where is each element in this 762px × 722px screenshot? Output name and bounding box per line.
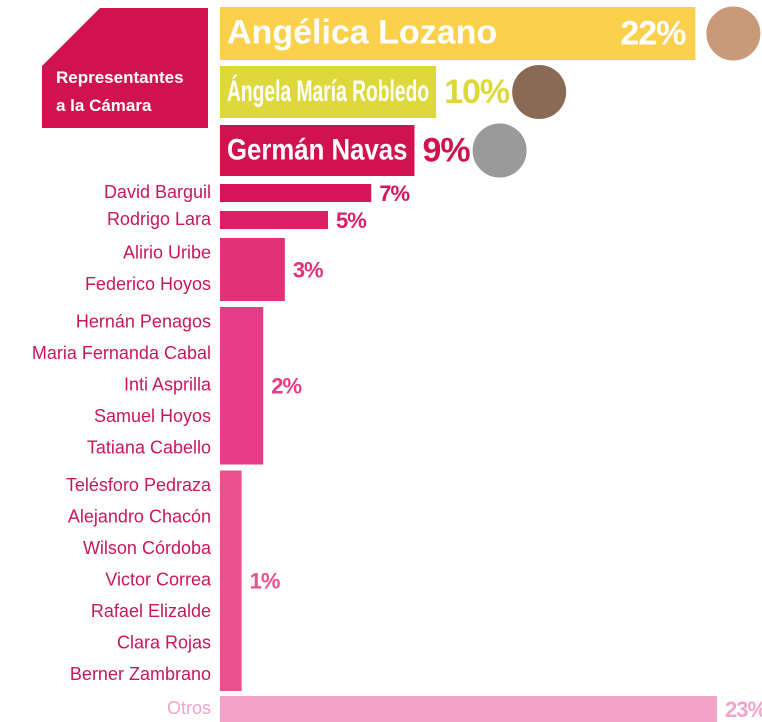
photo: [705, 6, 761, 62]
value-label: 9%: [422, 131, 470, 169]
value-label: 10%: [444, 73, 510, 111]
value-label: 22%: [620, 14, 686, 52]
candidate-name: Hernán Penagos: [76, 312, 211, 332]
candidate-name: Clara Rojas: [117, 633, 211, 653]
candidate-name: Victor Correa: [105, 570, 212, 590]
value-label: 7%: [379, 181, 409, 206]
page: Angélica Lozano 22% Ángela María Robledo 10…: [0, 0, 762, 722]
value-label: 5%: [336, 208, 366, 233]
candidate-name: Federico Hoyos: [85, 274, 211, 294]
photo: [472, 123, 528, 179]
candidate-name: Alirio Uribe: [123, 243, 211, 263]
candidate-name: Rafael Elizalde: [91, 601, 211, 621]
value-label: 1%: [250, 569, 280, 594]
candidate-name: Alejandro Chacón: [68, 507, 211, 527]
value-label: 3%: [293, 257, 323, 282]
bar: [220, 307, 263, 465]
candidate-name: David Barguil: [104, 182, 211, 202]
bar-name: Angélica Lozano: [227, 13, 497, 51]
candidate-name: Rodrigo Lara: [107, 209, 212, 229]
candidate-name: Otros: [167, 698, 211, 718]
candidate-name: Berner Zambrano: [70, 664, 211, 684]
bar: [220, 184, 371, 202]
value-label: 23%: [725, 697, 762, 722]
candidate-name: Inti Asprilla: [124, 375, 212, 395]
candidate-name: Samuel Hoyos: [94, 406, 211, 426]
bar-name: Ángela María Robledo: [227, 74, 429, 108]
bar: [220, 471, 242, 692]
bar: [220, 211, 328, 229]
chart-title: Representantes a la Cámara: [56, 64, 196, 120]
photo: [511, 64, 567, 120]
value-label: 2%: [271, 374, 301, 399]
candidate-name: Wilson Córdoba: [83, 538, 212, 558]
candidate-name: Tatiana Cabello: [87, 438, 211, 458]
bar: [220, 696, 717, 722]
bar: [220, 238, 285, 301]
bar-name: Germán Navas: [227, 133, 407, 166]
candidate-name: Telésforo Pedraza: [66, 475, 212, 495]
candidate-name: Maria Fernanda Cabal: [32, 343, 211, 363]
